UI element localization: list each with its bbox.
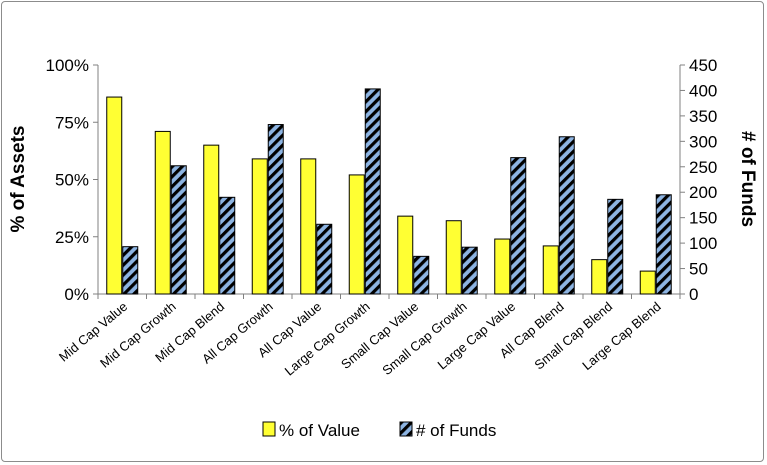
bar-funds <box>364 88 381 295</box>
legend-swatch-value <box>262 421 276 437</box>
right-tick-label: 100 <box>689 234 717 253</box>
bar-funds <box>461 246 478 295</box>
left-tick-label: 75% <box>55 113 89 132</box>
left-tick-label: 25% <box>55 228 89 247</box>
bar-value <box>639 270 656 295</box>
left-tick-label: 100% <box>46 56 89 75</box>
legend: % of Value # of Funds <box>262 421 496 440</box>
right-tick-label: 0 <box>689 285 698 304</box>
bar-value <box>154 130 171 295</box>
right-tick-label: 350 <box>689 107 717 126</box>
bar-funds <box>558 136 575 295</box>
bar-value <box>203 144 220 295</box>
bar-funds <box>316 223 333 295</box>
left-tick-label: 50% <box>55 171 89 190</box>
right-axis-title: # of Funds <box>737 131 758 227</box>
bar-funds <box>122 246 139 295</box>
left-tick-label: 0% <box>64 285 89 304</box>
bar-value <box>494 238 511 295</box>
left-axis-title: % of Assets <box>8 126 29 233</box>
bar-value <box>106 96 123 295</box>
bar-value <box>445 220 462 295</box>
bar-value <box>348 174 365 295</box>
right-tick-label: 200 <box>689 183 717 202</box>
bar-funds <box>413 255 430 295</box>
bar-funds <box>170 165 187 295</box>
bar-value <box>300 158 317 295</box>
bar-funds <box>655 194 672 295</box>
category-label: Large Cap Growth <box>282 299 373 379</box>
legend-swatch-funds <box>399 421 413 437</box>
right-tick-label: 50 <box>689 260 708 279</box>
right-tick-label: 300 <box>689 132 717 151</box>
right-tick-label: 400 <box>689 81 717 100</box>
bar-value <box>251 158 268 295</box>
category-label: Small Cap Growth <box>379 299 469 378</box>
bar-value <box>542 245 559 295</box>
right-tick-label: 150 <box>689 209 717 228</box>
right-tick-label: 250 <box>689 158 717 177</box>
bar-value <box>591 259 608 295</box>
bar-funds <box>510 157 527 295</box>
right-tick-label: 450 <box>689 56 717 75</box>
bar-funds <box>607 198 624 295</box>
plot-area: 0% 25% 50% 75% 100% 0 50 100 150 200 250 300 350 400 4… <box>46 56 718 379</box>
bar-funds <box>267 124 284 295</box>
bar-funds <box>219 196 236 295</box>
legend-label-value: % of Value <box>279 421 360 440</box>
bar-value <box>397 215 414 295</box>
legend-label-funds: # of Funds <box>416 421 496 440</box>
